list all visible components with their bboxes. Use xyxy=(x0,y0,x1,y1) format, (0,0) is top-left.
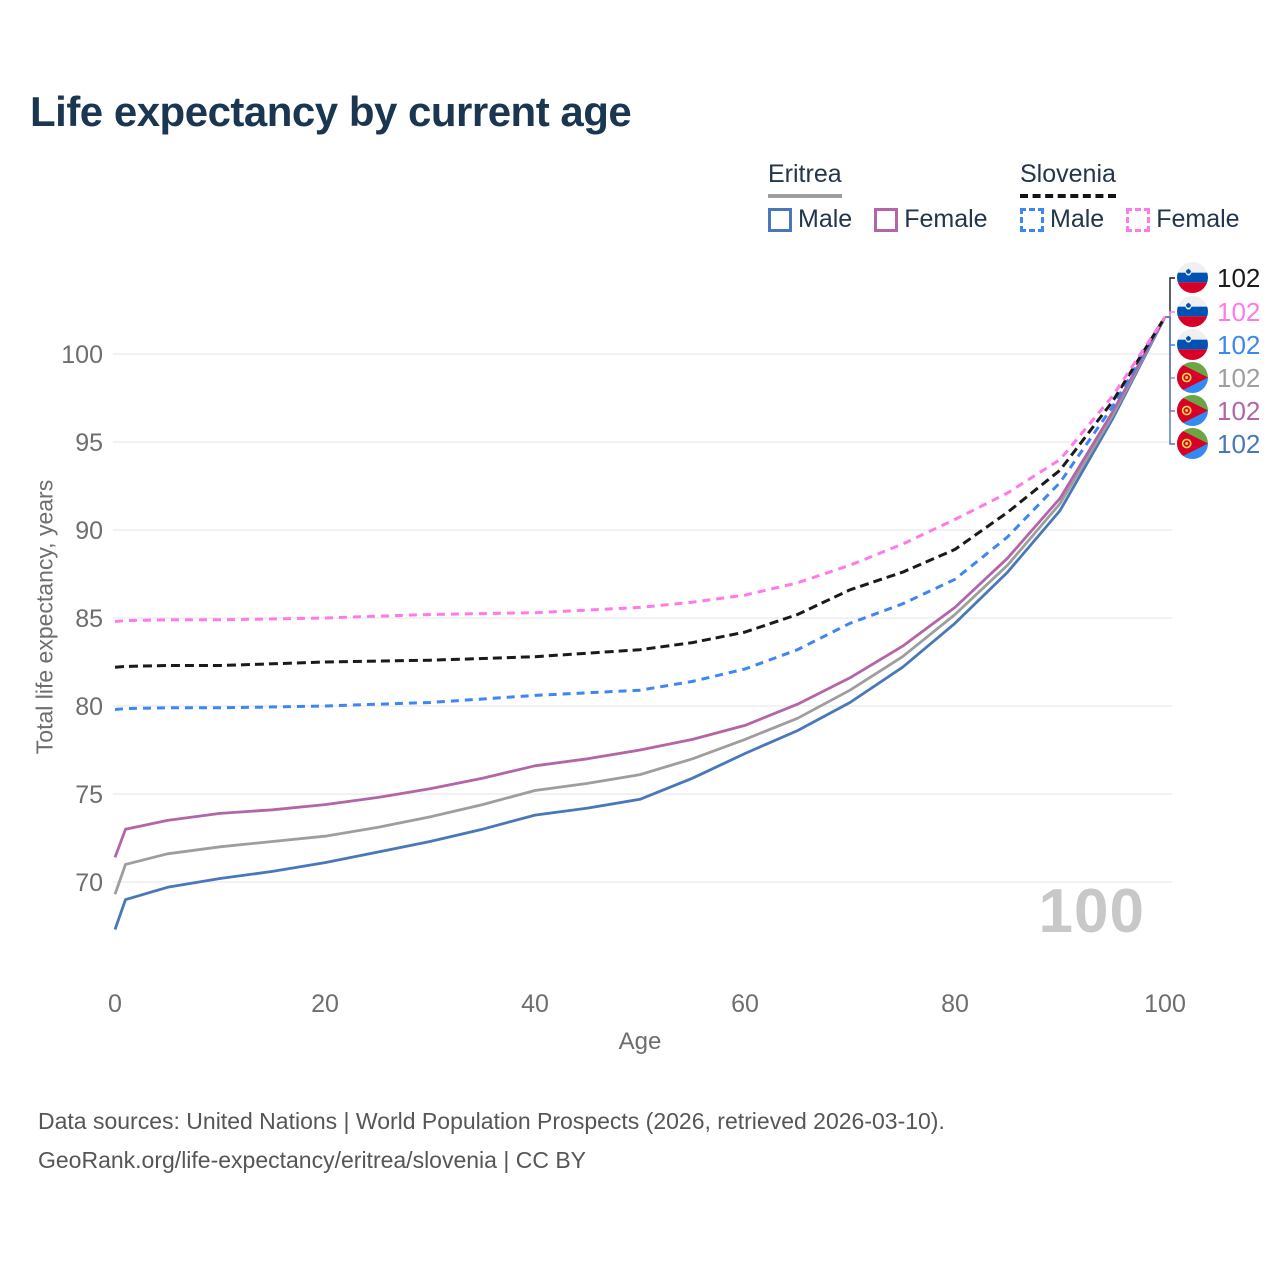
x-tick-label: 100 xyxy=(1144,990,1186,1018)
legend-item-label: Male xyxy=(1050,205,1105,233)
legend-item-label: Female xyxy=(1156,205,1240,233)
legend-item-slovenia-male[interactable]: Male xyxy=(1020,205,1104,234)
series-line-eritrea-average xyxy=(113,316,1167,895)
age-counter-watermark: 100 xyxy=(1038,877,1145,946)
leader-line xyxy=(1165,311,1175,318)
x-tick-label: 20 xyxy=(311,990,339,1018)
slovenia-female-swatch-icon xyxy=(1126,207,1151,232)
legend-item-label: Female xyxy=(904,205,988,233)
legend-group-slovenia: Slovenia Male Female xyxy=(1020,160,1240,234)
leader-line xyxy=(1165,277,1175,318)
y-tick-label: 75 xyxy=(75,781,103,809)
y-axis-title: Total life expectancy, years xyxy=(31,479,58,755)
eritrea-male-swatch-icon xyxy=(768,207,792,232)
x-tick-label: 80 xyxy=(941,990,969,1018)
eritrea-female-swatch-icon xyxy=(874,207,899,232)
footer-data-sources: Data sources: United Nations | World Pop… xyxy=(38,1108,945,1134)
series-line-eritrea-male xyxy=(113,316,1167,930)
legend-country-eritrea: Eritrea xyxy=(768,160,842,198)
legend-group-eritrea: Eritrea Male Female xyxy=(768,160,988,234)
legend-country-slovenia: Slovenia xyxy=(1020,160,1116,198)
x-axis-title: Age xyxy=(618,1028,662,1055)
footer-attribution: GeoRank.org/life-expectancy/eritrea/slov… xyxy=(38,1147,587,1173)
legend-item-slovenia-female[interactable]: Female xyxy=(1126,205,1240,234)
x-tick-label: 40 xyxy=(521,990,549,1018)
chart-canvas: 70 75 80 85 90 95 100 0 20 40 60 80 100 xyxy=(61,277,1186,1018)
slovenia-male-swatch-icon xyxy=(1020,207,1044,232)
y-tick-label: 80 xyxy=(75,693,103,721)
series-line-slovenia-female xyxy=(114,316,1167,623)
y-tick-label: 85 xyxy=(75,605,103,633)
leader-line xyxy=(1165,316,1175,445)
legend-item-label: Male xyxy=(798,205,853,233)
legend-item-eritrea-female[interactable]: Female xyxy=(874,205,988,234)
y-tick-label: 90 xyxy=(75,517,103,545)
series-line-slovenia-male xyxy=(114,316,1167,711)
legend-item-eritrea-male[interactable]: Male xyxy=(768,205,852,234)
x-tick-label: 0 xyxy=(108,990,122,1018)
series-line-eritrea-female xyxy=(113,316,1167,858)
x-tick-label: 60 xyxy=(731,990,759,1018)
page-title: Life expectancy by current age xyxy=(30,88,632,135)
y-tick-label: 70 xyxy=(75,869,103,897)
y-tick-label: 100 xyxy=(61,341,103,369)
y-tick-label: 95 xyxy=(75,429,103,457)
series-line-slovenia-average xyxy=(114,316,1167,669)
